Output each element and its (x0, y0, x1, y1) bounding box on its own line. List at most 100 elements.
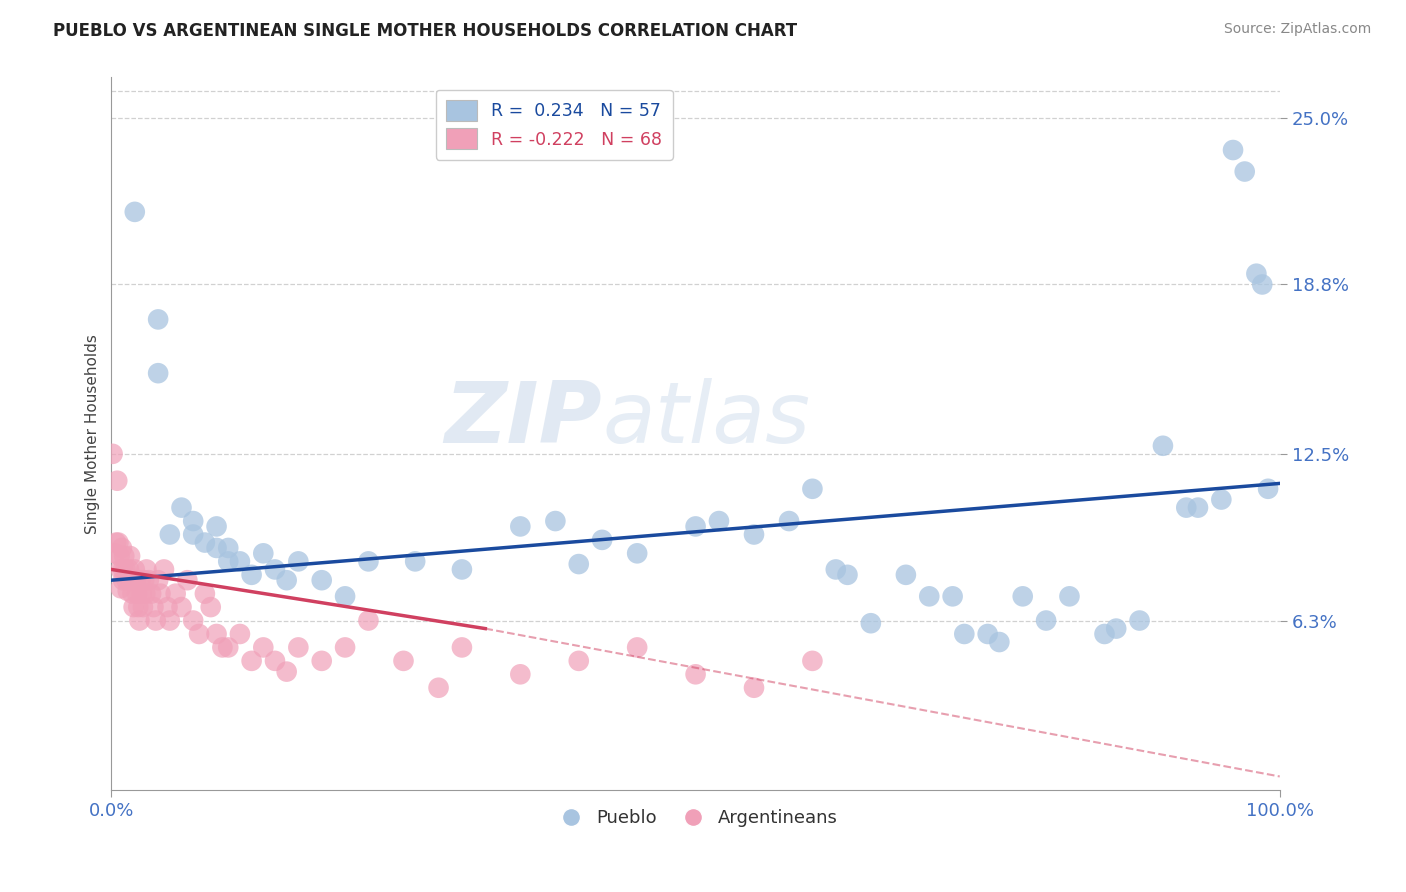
Point (544, 514, 567, 528)
Point (287, 640, 309, 655)
Point (128, 614, 150, 628)
Point (217, 541, 239, 555)
Point (134, 573, 156, 587)
Point (111, 541, 134, 555)
Point (105, 535, 128, 549)
Point (205, 519, 228, 533)
Text: atlas: atlas (602, 378, 810, 461)
Point (1187, 500, 1209, 515)
Point (194, 587, 217, 601)
Point (129, 573, 152, 587)
Point (1251, 277, 1274, 292)
Point (112, 573, 135, 587)
Point (276, 665, 298, 679)
Point (427, 681, 450, 695)
Y-axis label: Single Mother Households: Single Mother Households (86, 334, 100, 533)
Point (145, 614, 167, 628)
Point (824, 562, 846, 576)
Point (1233, 164, 1256, 178)
Point (194, 535, 217, 549)
Point (114, 562, 136, 576)
Point (127, 587, 149, 601)
Point (134, 587, 156, 601)
Point (451, 562, 474, 576)
Point (217, 640, 239, 655)
Point (333, 590, 356, 604)
Point (1011, 590, 1033, 604)
Point (859, 616, 882, 631)
Point (115, 573, 138, 587)
Point (591, 533, 613, 547)
Point (142, 600, 165, 615)
Point (837, 567, 859, 582)
Point (1152, 439, 1174, 453)
Point (333, 640, 356, 655)
Point (1059, 590, 1081, 604)
Point (120, 573, 142, 587)
Point (1094, 627, 1116, 641)
Point (1222, 143, 1244, 157)
Point (1105, 622, 1128, 636)
Point (138, 573, 160, 587)
Point (117, 584, 139, 599)
Point (240, 654, 263, 668)
Point (404, 554, 426, 568)
Point (107, 535, 129, 549)
Point (112, 562, 135, 576)
Point (120, 549, 142, 563)
Point (139, 587, 162, 601)
Point (205, 541, 228, 555)
Point (181, 614, 204, 628)
Point (124, 562, 146, 576)
Point (778, 514, 800, 528)
Point (357, 614, 380, 628)
Text: PUEBLO VS ARGENTINEAN SINGLE MOTHER HOUSEHOLDS CORRELATION CHART: PUEBLO VS ARGENTINEAN SINGLE MOTHER HOUS… (53, 22, 797, 40)
Point (252, 640, 274, 655)
Point (156, 600, 179, 615)
Point (626, 546, 648, 560)
Point (118, 562, 141, 576)
Point (104, 546, 127, 560)
Point (276, 573, 298, 587)
Point (146, 312, 169, 326)
Point (229, 554, 252, 568)
Point (942, 590, 965, 604)
Point (568, 557, 591, 571)
Point (801, 482, 824, 496)
Point (685, 519, 707, 533)
Point (240, 567, 263, 582)
Point (1211, 492, 1233, 507)
Point (211, 640, 233, 655)
Point (568, 654, 591, 668)
Point (135, 562, 157, 576)
Point (357, 554, 380, 568)
Point (110, 562, 132, 576)
Point (392, 654, 415, 668)
Point (1246, 267, 1268, 281)
Point (311, 573, 333, 587)
Point (217, 554, 239, 568)
Point (159, 527, 181, 541)
Point (801, 654, 824, 668)
Point (742, 681, 765, 695)
Point (112, 549, 135, 563)
Point (181, 527, 204, 541)
Point (127, 600, 149, 615)
Point (1175, 500, 1198, 515)
Point (124, 205, 146, 219)
Point (200, 600, 222, 615)
Point (159, 614, 181, 628)
Point (509, 519, 531, 533)
Point (165, 587, 187, 601)
Point (311, 654, 333, 668)
Point (188, 627, 211, 641)
Point (146, 366, 169, 380)
Point (122, 600, 145, 615)
Text: Source: ZipAtlas.com: Source: ZipAtlas.com (1223, 22, 1371, 37)
Point (252, 546, 274, 560)
Point (1035, 614, 1057, 628)
Point (101, 447, 124, 461)
Legend: Pueblo, Argentineans: Pueblo, Argentineans (546, 802, 845, 834)
Point (121, 587, 143, 601)
Point (976, 627, 998, 641)
